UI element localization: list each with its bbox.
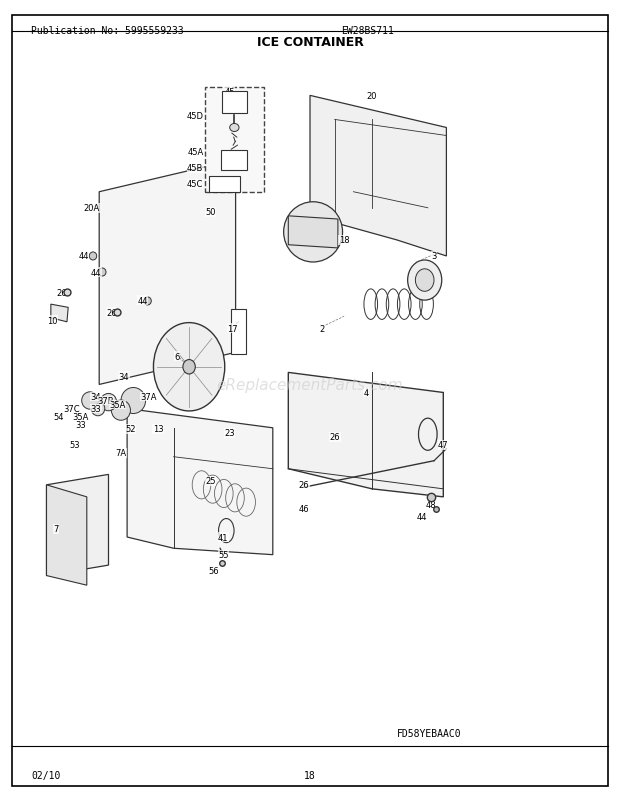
Text: 52: 52 [125,424,135,434]
Text: 26: 26 [106,308,117,318]
Text: 37A: 37A [141,392,157,402]
Text: 02/10: 02/10 [31,770,60,780]
Text: 6: 6 [174,352,179,362]
Text: 47: 47 [438,440,449,450]
Text: 50: 50 [206,208,216,217]
Text: 33: 33 [75,420,86,430]
Text: EW28BS711: EW28BS711 [341,26,394,35]
Text: 10: 10 [48,316,58,326]
Text: FD58YEBAAC0: FD58YEBAAC0 [397,728,461,738]
Ellipse shape [112,400,130,421]
Ellipse shape [121,388,146,414]
Text: 26: 26 [329,432,340,442]
Text: 46: 46 [298,504,309,514]
Text: 18: 18 [339,236,350,245]
Polygon shape [99,160,236,385]
Ellipse shape [183,360,195,375]
Ellipse shape [144,298,151,306]
Text: ICE CONTAINER: ICE CONTAINER [257,36,363,49]
Text: 37B: 37B [97,396,113,406]
Text: 44: 44 [417,512,427,522]
Text: 25: 25 [206,476,216,486]
Bar [221,150,247,170]
Text: 44: 44 [79,252,89,261]
Text: 18: 18 [304,770,316,780]
Text: 26: 26 [298,480,309,490]
Text: 35A: 35A [110,400,126,410]
Bar [222,91,247,114]
Text: eReplacementParts.com: eReplacementParts.com [216,378,404,392]
Ellipse shape [415,269,434,292]
Text: 54: 54 [54,412,64,422]
Text: 7A: 7A [115,448,126,458]
Text: 44: 44 [138,296,148,306]
Text: 20: 20 [367,91,377,101]
Text: 3: 3 [432,252,436,261]
Text: 41: 41 [218,533,228,542]
Text: Publication No: 5995559233: Publication No: 5995559233 [31,26,184,35]
Text: 55: 55 [218,550,228,560]
Ellipse shape [82,392,98,410]
Text: 23: 23 [224,428,235,438]
Text: 44: 44 [91,268,101,277]
Ellipse shape [100,394,117,411]
Ellipse shape [89,253,97,261]
Bar [205,88,264,192]
Ellipse shape [229,124,239,132]
Text: 45A: 45A [187,148,203,157]
Polygon shape [310,96,446,257]
Text: 20A: 20A [84,204,100,213]
Polygon shape [288,373,443,497]
Bar [209,176,240,192]
Text: 34: 34 [118,372,130,382]
Text: 45B: 45B [187,164,203,173]
Polygon shape [46,475,108,576]
Text: 33: 33 [91,404,102,414]
Text: 7: 7 [53,525,58,534]
Polygon shape [46,485,87,585]
Text: 34: 34 [91,392,102,402]
Text: 13: 13 [153,424,164,434]
Polygon shape [51,305,68,322]
Bar [231,310,246,354]
Ellipse shape [408,261,442,301]
Text: 17: 17 [227,324,238,334]
Ellipse shape [99,269,106,277]
Text: 35A: 35A [73,412,89,422]
Text: 37C: 37C [63,404,79,414]
Text: 48: 48 [425,500,436,510]
Ellipse shape [284,203,342,263]
Text: 45C: 45C [187,180,203,189]
Text: 2: 2 [320,324,325,334]
Text: 26: 26 [56,288,68,298]
Text: 45D: 45D [187,111,204,121]
Ellipse shape [91,402,105,416]
Polygon shape [127,409,273,555]
Text: 45: 45 [224,87,234,97]
Polygon shape [288,217,338,249]
Ellipse shape [153,323,224,411]
Text: 4: 4 [363,388,368,398]
Text: 56: 56 [208,566,219,576]
Text: 53: 53 [69,440,80,450]
